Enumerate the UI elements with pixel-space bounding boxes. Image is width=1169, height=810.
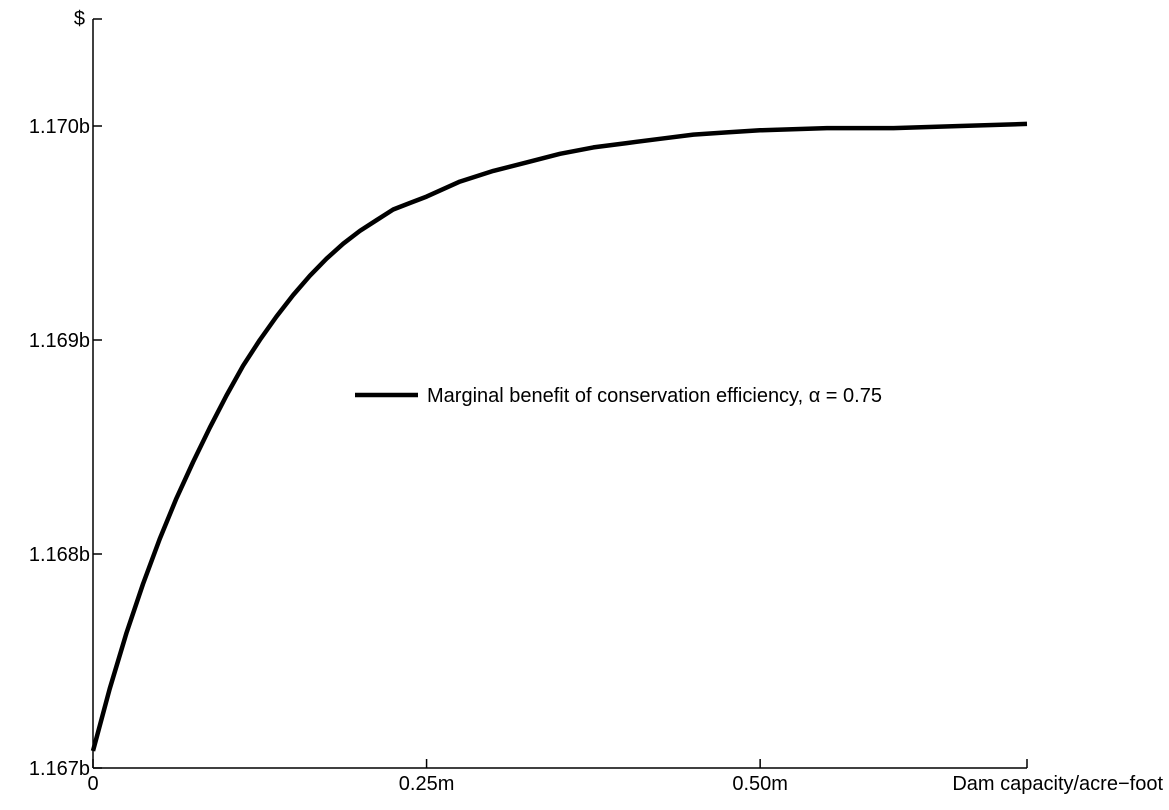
x-axis-label: Dam capacity/acre−foot <box>952 773 1163 795</box>
y-tick-label: 1.167b <box>29 758 90 780</box>
y-tick-label: 1.170b <box>29 116 90 138</box>
x-tick-label: 0.25m <box>399 773 455 795</box>
legend-label: Marginal benefit of conservation efficie… <box>427 385 882 407</box>
x-tick-label: 0.50m <box>732 773 788 795</box>
y-tick-label: 1.169b <box>29 330 90 352</box>
axis-ticks: 1.167b 1.168b 1.169b 1.170b 0 0.25m 0.50m <box>29 19 1027 795</box>
x-tick-label: 0 <box>87 773 98 795</box>
series-line <box>93 124 1027 751</box>
legend: Marginal benefit of conservation efficie… <box>355 385 882 407</box>
series-lines <box>93 124 1027 751</box>
y-tick-label: 1.168b <box>29 544 90 566</box>
y-axis-label: $ <box>74 8 85 30</box>
